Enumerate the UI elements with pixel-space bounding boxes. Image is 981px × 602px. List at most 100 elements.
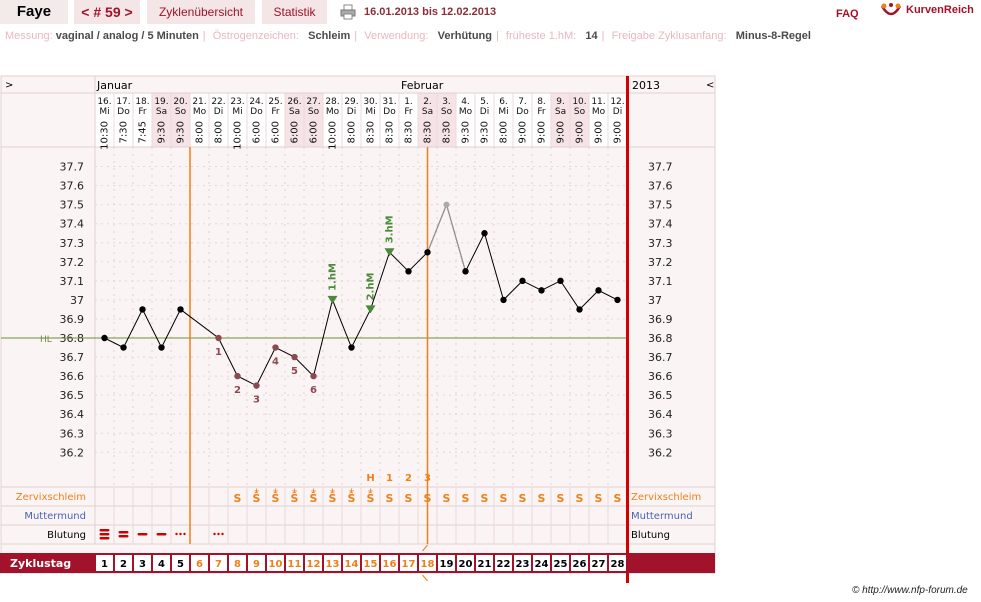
y-tick-right: 37.4 bbox=[648, 218, 673, 231]
cycle-day-number: 6 bbox=[196, 559, 203, 570]
cycle-day-cell bbox=[571, 555, 588, 571]
cervix-value: S bbox=[443, 492, 451, 505]
temperature-point bbox=[139, 306, 146, 313]
cervix-plus-mark: + bbox=[349, 487, 355, 495]
low-measurement-point bbox=[310, 372, 317, 380]
day-time: 8:00 bbox=[195, 121, 206, 143]
cycle-day-cell bbox=[267, 555, 284, 571]
oestrogen-label: Östrogenzeichen: bbox=[212, 30, 299, 42]
temperature-point bbox=[158, 344, 165, 351]
year-label: 2013 bbox=[632, 79, 660, 92]
boundary-tick bbox=[422, 574, 428, 582]
y-tick-right: 36.8 bbox=[648, 332, 673, 345]
day-time: 10:00 bbox=[233, 121, 244, 150]
temperature-point bbox=[348, 344, 355, 351]
day-date: 3. bbox=[442, 97, 451, 107]
y-tick-right: 37.3 bbox=[648, 237, 673, 250]
cycle-day-number: 10 bbox=[269, 559, 283, 570]
tab-statistics[interactable]: Statistik bbox=[262, 0, 327, 24]
cycle-day-cell bbox=[210, 555, 227, 571]
tab-cycle-overview[interactable]: Zyklenübersicht bbox=[147, 0, 255, 24]
low-measurement-point bbox=[272, 344, 279, 351]
cervix-plus-mark: + bbox=[330, 487, 336, 495]
cervix-value: S bbox=[500, 492, 508, 505]
day-weekday: Fr bbox=[138, 107, 147, 117]
day-time: 9:00 bbox=[594, 121, 605, 143]
cycle-day-cell bbox=[457, 555, 474, 571]
temperature-point bbox=[424, 249, 431, 256]
y-tick-right: 37.5 bbox=[648, 199, 673, 212]
boundary-tick bbox=[422, 544, 428, 552]
bleeding-mark-strong bbox=[118, 535, 129, 538]
cervix-position-row-label-right: Muttermund bbox=[631, 511, 693, 522]
day-weekday: Mo bbox=[326, 107, 340, 117]
measurement-info: Messung: vaginal / analog / 5 Minuten | Ö… bbox=[5, 30, 811, 42]
y-tick-left: 37.3 bbox=[60, 237, 85, 250]
separator: | bbox=[202, 30, 206, 42]
bleeding-mark-spotting bbox=[183, 532, 186, 536]
cervix-plus-mark: + bbox=[311, 487, 317, 495]
freigabe-label: Freigabe Zyklusanfang: bbox=[611, 30, 727, 42]
cycle-day-cell bbox=[419, 555, 436, 571]
day-weekday: Sa bbox=[156, 107, 167, 117]
cervix-value: S bbox=[614, 492, 622, 505]
day-weekday: Sa bbox=[555, 107, 566, 117]
temperature-point bbox=[500, 296, 507, 304]
day-date: 16. bbox=[97, 97, 111, 107]
chart-panel-bg bbox=[1, 76, 715, 573]
cycle-selector[interactable]: < # 59 > bbox=[74, 0, 140, 24]
low-measurement-label: 3 bbox=[253, 395, 260, 406]
low-measurement-label: 2 bbox=[234, 385, 241, 396]
weekend-column bbox=[152, 93, 171, 147]
day-date: 17. bbox=[116, 97, 130, 107]
day-time: 6:00 bbox=[271, 121, 282, 143]
day-time: 7:45 bbox=[138, 121, 149, 143]
day-weekday: Sa bbox=[422, 107, 433, 117]
day-weekday: Mo bbox=[592, 107, 606, 117]
earliest-hm-value: 14 bbox=[585, 30, 598, 42]
day-time: 8:30 bbox=[442, 121, 453, 143]
day-date: 11. bbox=[591, 97, 605, 107]
day-date: 23. bbox=[230, 97, 244, 107]
temperature-curve bbox=[104, 203, 618, 387]
day-weekday: Di bbox=[480, 107, 489, 117]
cycle-day-number: 12 bbox=[307, 559, 321, 570]
cycle-day-cell bbox=[362, 555, 379, 571]
cervix-position-row-label: Muttermund bbox=[24, 511, 86, 522]
day-time: 9:00 bbox=[556, 121, 567, 143]
cycle-day-cell bbox=[324, 555, 341, 571]
cycle-day-cell bbox=[514, 555, 531, 571]
day-date: 9. bbox=[556, 97, 565, 107]
cycle-day-number: 15 bbox=[364, 559, 378, 570]
printer-icon[interactable] bbox=[340, 4, 356, 20]
nav-next-arrow: < bbox=[706, 80, 714, 91]
y-tick-right: 37.1 bbox=[648, 275, 673, 288]
cycle-day-cell bbox=[153, 555, 170, 571]
temperature-evaluation-label: 1 bbox=[386, 473, 393, 484]
faq-link[interactable]: FAQ bbox=[836, 8, 859, 20]
high-measurement-label: 1.hM bbox=[328, 263, 339, 291]
cycle-day-cell bbox=[552, 555, 569, 571]
day-weekday: Mi bbox=[498, 107, 508, 117]
cycle-day-number: 13 bbox=[326, 559, 340, 570]
temperature-point bbox=[538, 287, 545, 294]
temperature-point bbox=[519, 277, 526, 285]
bleeding-mark-spotting bbox=[175, 532, 178, 536]
day-time: 9:30 bbox=[461, 121, 472, 143]
y-tick-left: 37.1 bbox=[60, 275, 85, 288]
cycle-day-cell bbox=[533, 555, 550, 571]
weekend-column bbox=[171, 93, 190, 147]
bleeding-mark-heavy bbox=[99, 537, 110, 540]
day-date: 19. bbox=[154, 97, 168, 107]
separator: | bbox=[496, 30, 499, 42]
kurvenreich-logo-icon bbox=[880, 3, 902, 16]
y-tick-right: 36.5 bbox=[648, 389, 673, 402]
day-date: 27. bbox=[306, 97, 320, 107]
day-time: 6:00 bbox=[290, 121, 301, 143]
cervix-plus-mark: + bbox=[368, 487, 374, 495]
nav-prev-arrow: > bbox=[5, 80, 13, 91]
excluded-temperature-point bbox=[443, 201, 450, 208]
cervix-value: Ŝ bbox=[329, 492, 337, 505]
day-time: 9:30 bbox=[157, 121, 168, 143]
day-time: 10:30 bbox=[100, 121, 111, 150]
